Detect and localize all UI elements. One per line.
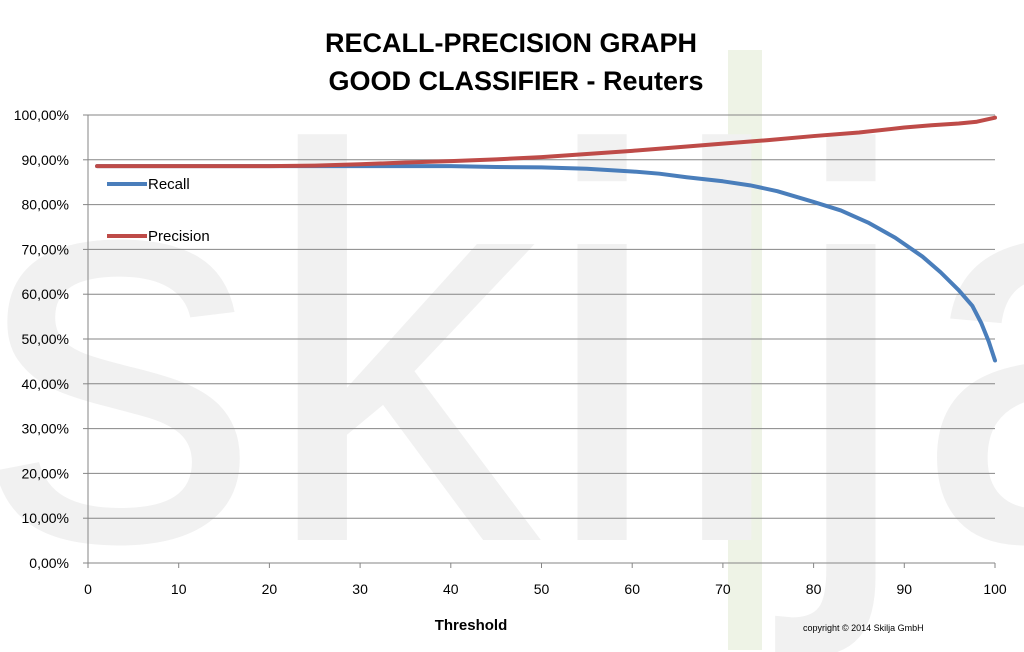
x-axis-label: Threshold bbox=[435, 617, 508, 634]
x-axis-tick-labels: 0 10 20 30 40 50 60 70 80 90 100 bbox=[84, 581, 1007, 597]
watermark: skilja bbox=[0, 33, 1024, 652]
x-tick-label: 100 bbox=[983, 581, 1007, 597]
series-line-precision bbox=[95, 115, 997, 169]
legend-label-recall: Recall bbox=[148, 176, 190, 193]
x-tick-label: 50 bbox=[534, 581, 550, 597]
watermark-accent-bar bbox=[728, 50, 762, 650]
y-tick-label: 90,00% bbox=[22, 152, 69, 168]
gridlines bbox=[88, 114, 995, 519]
x-tick-label: 0 bbox=[84, 581, 92, 597]
x-tick-label: 60 bbox=[624, 581, 640, 597]
x-tick-label: 90 bbox=[897, 581, 913, 597]
legend-label-precision: Precision bbox=[148, 228, 210, 245]
y-tick-label: 100,00% bbox=[14, 107, 69, 123]
legend: Recall Precision bbox=[107, 176, 210, 245]
y-tick-label: 30,00% bbox=[22, 421, 69, 437]
axes bbox=[83, 114, 996, 568]
x-tick-label: 30 bbox=[352, 581, 368, 597]
series-line-recall bbox=[95, 164, 997, 363]
y-tick-label: 60,00% bbox=[22, 286, 69, 302]
data-series bbox=[95, 115, 997, 363]
x-tick-label: 10 bbox=[171, 581, 187, 597]
x-tick-label: 40 bbox=[443, 581, 459, 597]
x-tick-label: 80 bbox=[806, 581, 822, 597]
chart-subtitle: GOOD CLASSIFIER - Reuters bbox=[328, 66, 703, 96]
watermark-text: skilja bbox=[0, 33, 1024, 652]
x-tick-label: 70 bbox=[715, 581, 731, 597]
y-tick-label: 20,00% bbox=[22, 465, 69, 481]
x-tick-label: 20 bbox=[262, 581, 278, 597]
y-tick-label: 0,00% bbox=[29, 555, 69, 571]
y-tick-label: 50,00% bbox=[22, 331, 69, 347]
y-tick-label: 70,00% bbox=[22, 241, 69, 257]
y-tick-label: 80,00% bbox=[22, 197, 69, 213]
y-tick-label: 40,00% bbox=[22, 376, 69, 392]
y-tick-label: 10,00% bbox=[22, 510, 69, 526]
y-axis-tick-labels: 0,00% 10,00% 20,00% 30,00% 40,00% 50,00% 60,00… bbox=[14, 107, 69, 571]
chart-title: RECALL-PRECISION GRAPH bbox=[325, 28, 697, 58]
copyright-text: copyright © 2014 Skilja GmbH bbox=[803, 623, 924, 633]
